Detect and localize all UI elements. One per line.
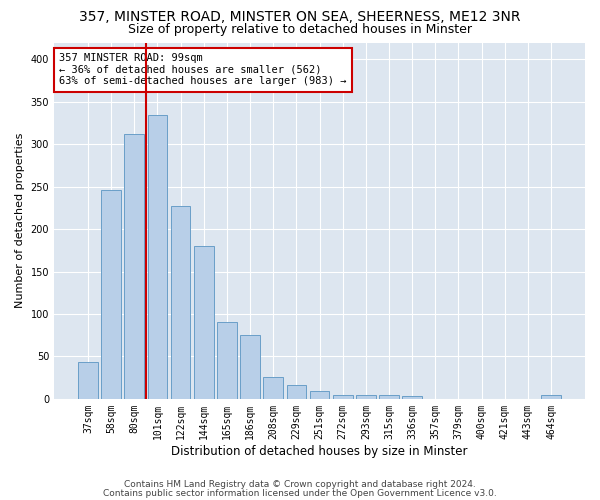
Bar <box>148 116 167 399</box>
Text: Contains HM Land Registry data © Crown copyright and database right 2024.: Contains HM Land Registry data © Crown c… <box>124 480 476 489</box>
Bar <box>287 386 306 399</box>
Bar <box>101 190 121 399</box>
Bar <box>310 391 329 399</box>
X-axis label: Distribution of detached houses by size in Minster: Distribution of detached houses by size … <box>171 444 468 458</box>
Bar <box>356 394 376 399</box>
Bar <box>402 396 422 399</box>
Bar <box>217 322 237 399</box>
Bar <box>124 134 144 399</box>
Bar <box>379 394 399 399</box>
Text: Contains public sector information licensed under the Open Government Licence v3: Contains public sector information licen… <box>103 488 497 498</box>
Bar <box>333 396 353 399</box>
Bar <box>78 362 98 399</box>
Text: Size of property relative to detached houses in Minster: Size of property relative to detached ho… <box>128 22 472 36</box>
Bar <box>240 335 260 399</box>
Bar <box>194 246 214 399</box>
Bar <box>263 377 283 399</box>
Y-axis label: Number of detached properties: Number of detached properties <box>15 133 25 308</box>
Text: 357 MINSTER ROAD: 99sqm
← 36% of detached houses are smaller (562)
63% of semi-d: 357 MINSTER ROAD: 99sqm ← 36% of detache… <box>59 53 347 86</box>
Bar <box>541 396 561 399</box>
Bar <box>171 206 190 399</box>
Text: 357, MINSTER ROAD, MINSTER ON SEA, SHEERNESS, ME12 3NR: 357, MINSTER ROAD, MINSTER ON SEA, SHEER… <box>79 10 521 24</box>
